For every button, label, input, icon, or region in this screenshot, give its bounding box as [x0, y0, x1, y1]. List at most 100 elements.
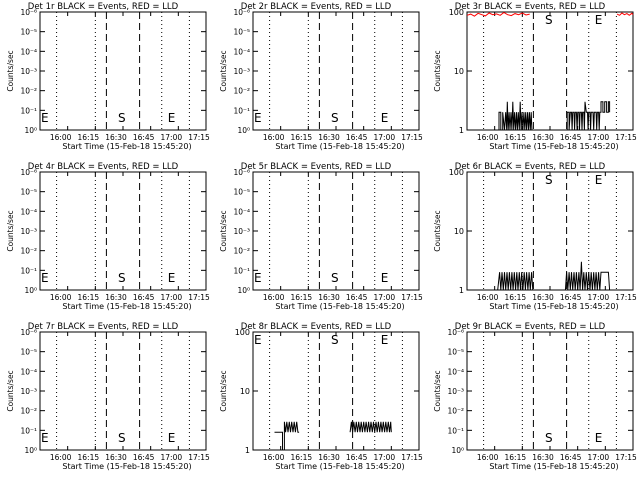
- x-tick-label: 16:00: [50, 133, 72, 142]
- x-axis-label: Start Time (15-Feb-18 15:45:20): [62, 142, 191, 151]
- x-tick-label: 16:00: [50, 293, 72, 302]
- x-tick-label: 16:45: [560, 453, 582, 462]
- y-tick-label: 10⁻⁵: [20, 188, 37, 197]
- x-tick-label: 16:15: [505, 453, 527, 462]
- x-axis-label: Start Time (15-Feb-18 15:45:20): [489, 142, 618, 151]
- y-tick-label: 10⁻¹: [20, 266, 37, 275]
- x-tick-label: 16:30: [318, 453, 340, 462]
- x-tick-label: 16:15: [505, 133, 527, 142]
- event-marker-E: E: [381, 271, 389, 285]
- event-marker-E: E: [41, 111, 49, 125]
- panel-title: Det 6r BLACK = Events, RED = LLD: [455, 162, 606, 172]
- x-tick-label: 16:30: [105, 293, 127, 302]
- y-tick-label: 10⁻⁶: [20, 8, 37, 17]
- event-marker-S: S: [118, 111, 126, 125]
- y-tick-label: 10⁻⁴: [447, 367, 464, 376]
- panel-det-5: Det 5r BLACK = Events, RED = LLD 10⁰ 10⁻¹ 1…: [219, 162, 423, 311]
- x-tick-label: 17:15: [615, 293, 637, 302]
- x-tick-label: 17:00: [161, 453, 183, 462]
- x-tick-label: 16:15: [291, 453, 313, 462]
- y-tick-label: 10⁰: [24, 446, 37, 455]
- event-marker-E: E: [254, 333, 262, 347]
- panel-title: Det 9r BLACK = Events, RED = LLD: [455, 322, 606, 332]
- y-tick-label: 10⁻⁶: [20, 168, 37, 177]
- x-tick-label: 16:00: [263, 293, 285, 302]
- x-tick-label: 16:45: [346, 293, 368, 302]
- x-tick-label: 17:00: [374, 133, 396, 142]
- y-axis-label: Counts/sec: [433, 210, 442, 251]
- data-series-2: [565, 101, 611, 131]
- event-marker-S: S: [331, 111, 339, 125]
- y-tick-label: 10⁻⁶: [20, 328, 37, 337]
- panel-title: Det 1r BLACK = Events, RED = LLD: [28, 2, 179, 12]
- x-tick-label: 17:00: [588, 133, 610, 142]
- x-tick-label: 16:45: [346, 453, 368, 462]
- x-tick-label: 16:45: [133, 293, 155, 302]
- y-tick-label: 1: [245, 446, 250, 455]
- x-axis-label: Start Time (15-Feb-18 15:45:20): [275, 462, 404, 471]
- event-marker-E: E: [381, 333, 389, 347]
- panel-det-9: Det 9r BLACK = Events, RED = LLD 10⁰ 10⁻¹ 1…: [433, 322, 637, 471]
- event-marker-S: S: [545, 13, 553, 27]
- panel-title: Det 4r BLACK = Events, RED = LLD: [28, 162, 179, 172]
- x-tick-label: 16:00: [263, 453, 285, 462]
- y-tick-label: 10⁻⁶: [233, 168, 250, 177]
- x-axis-label: Start Time (15-Feb-18 15:45:20): [275, 302, 404, 311]
- event-marker-E: E: [595, 173, 603, 187]
- x-tick-label: 16:45: [133, 133, 155, 142]
- y-tick-label: 10⁻²: [20, 407, 37, 416]
- y-tick-label: 10⁻⁶: [447, 328, 464, 337]
- x-tick-label: 16:00: [477, 293, 499, 302]
- y-tick-label: 10⁻³: [20, 387, 37, 396]
- y-tick-label: 10⁻⁴: [20, 207, 37, 216]
- x-tick-label: 16:15: [505, 293, 527, 302]
- x-axis-label: Start Time (15-Feb-18 15:45:20): [489, 462, 618, 471]
- x-tick-label: 17:00: [374, 293, 396, 302]
- y-axis-label: Counts/sec: [6, 210, 15, 251]
- x-tick-label: 16:30: [318, 293, 340, 302]
- data-series-3: [466, 11, 530, 17]
- y-tick-label: 10⁻⁶: [233, 8, 250, 17]
- event-marker-E: E: [254, 271, 262, 285]
- panel-det-6: Det 6r BLACK = Events, RED = LLD 1 10 100 16…: [433, 162, 637, 311]
- data-series-1: [497, 272, 534, 291]
- event-marker-E: E: [254, 111, 262, 125]
- x-axis-label: Start Time (15-Feb-18 15:45:20): [62, 462, 191, 471]
- x-tick-label: 16:15: [78, 133, 100, 142]
- panel-det-4: Det 4r BLACK = Events, RED = LLD 10⁰ 10⁻¹ 1…: [6, 162, 210, 311]
- y-tick-label: 10⁰: [24, 286, 37, 295]
- event-marker-E: E: [168, 111, 176, 125]
- y-tick-label: 10⁰: [237, 286, 250, 295]
- x-tick-label: 17:00: [588, 293, 610, 302]
- y-tick-label: 10⁻⁴: [20, 367, 37, 376]
- event-marker-E: E: [41, 431, 49, 445]
- x-tick-label: 17:15: [401, 453, 423, 462]
- y-axis-label: Counts/sec: [219, 210, 228, 251]
- y-tick-label: 10⁰: [237, 126, 250, 135]
- x-tick-label: 16:30: [532, 133, 554, 142]
- x-tick-label: 16:30: [105, 453, 127, 462]
- y-tick-label: 10⁻³: [447, 387, 464, 396]
- y-tick-label: 10⁻⁴: [233, 207, 250, 216]
- x-tick-label: 17:15: [401, 133, 423, 142]
- data-series-1: [497, 101, 533, 131]
- x-tick-label: 16:30: [532, 293, 554, 302]
- y-tick-label: 10⁻⁴: [20, 47, 37, 56]
- y-tick-label: 10⁻²: [447, 407, 464, 416]
- data-series-4: [616, 12, 634, 16]
- panel-det-8: Det 8r BLACK = Events, RED = LLD 1 10 100 16…: [219, 322, 423, 471]
- y-tick-label: 10⁻¹: [233, 106, 250, 115]
- y-axis-label: Counts/sec: [433, 50, 442, 91]
- event-marker-S: S: [331, 333, 339, 347]
- panel-title: Det 7r BLACK = Events, RED = LLD: [28, 322, 179, 332]
- event-marker-E: E: [41, 271, 49, 285]
- y-tick-label: 10⁻⁵: [20, 28, 37, 37]
- event-marker-E: E: [168, 271, 176, 285]
- y-tick-label: 100: [449, 8, 464, 17]
- x-tick-label: 16:00: [477, 453, 499, 462]
- event-marker-S: S: [545, 431, 553, 445]
- x-tick-label: 16:45: [560, 133, 582, 142]
- event-marker-S: S: [118, 431, 126, 445]
- y-tick-label: 10⁻⁵: [233, 188, 250, 197]
